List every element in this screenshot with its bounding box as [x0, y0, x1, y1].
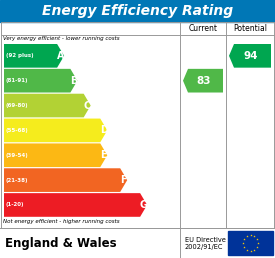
Polygon shape [229, 44, 271, 68]
Text: England & Wales: England & Wales [5, 237, 117, 249]
Text: A: A [57, 51, 64, 61]
Text: Current: Current [188, 24, 218, 33]
Text: D: D [100, 125, 108, 135]
Polygon shape [4, 168, 127, 192]
Polygon shape [4, 94, 91, 117]
Text: E: E [100, 150, 107, 160]
Text: (92 plus): (92 plus) [6, 53, 34, 58]
Bar [0, 228, 275, 258]
Polygon shape [4, 119, 107, 142]
Text: Potential: Potential [233, 24, 267, 33]
Text: EU Directive: EU Directive [185, 237, 226, 243]
Polygon shape [4, 69, 77, 93]
Text: (69-80): (69-80) [6, 103, 29, 108]
Polygon shape [4, 193, 147, 217]
Polygon shape [4, 143, 107, 167]
Polygon shape [183, 69, 223, 93]
Bar [1, 22, 274, 228]
Text: G: G [140, 200, 148, 210]
Text: Very energy efficient - lower running costs: Very energy efficient - lower running co… [3, 36, 120, 41]
Bar [228, 231, 273, 255]
Text: (1-20): (1-20) [6, 203, 24, 207]
Text: 83: 83 [197, 76, 211, 86]
Text: Not energy efficient - higher running costs: Not energy efficient - higher running co… [3, 219, 120, 224]
Text: F: F [120, 175, 127, 185]
Text: (39-54): (39-54) [6, 153, 29, 158]
Text: Energy Efficiency Rating: Energy Efficiency Rating [42, 4, 233, 18]
Text: (21-38): (21-38) [6, 178, 29, 183]
Text: C: C [84, 101, 91, 110]
Polygon shape [4, 44, 64, 68]
Text: B: B [70, 76, 78, 86]
Text: (81-91): (81-91) [6, 78, 29, 83]
Text: (55-68): (55-68) [6, 128, 29, 133]
Text: 2002/91/EC: 2002/91/EC [185, 244, 224, 250]
Text: 94: 94 [244, 51, 258, 61]
Bar [0, 0, 275, 22]
